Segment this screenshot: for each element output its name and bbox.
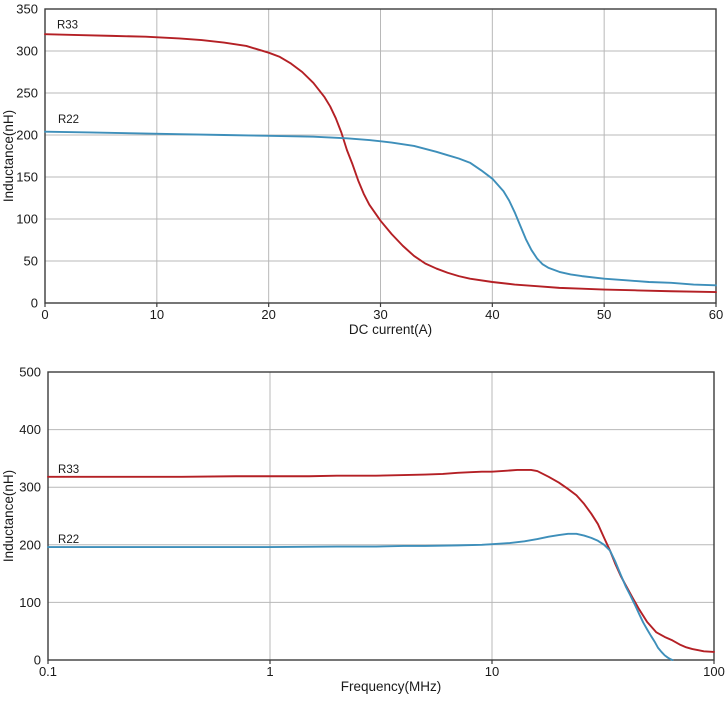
grid [44,8,717,304]
series-line-R33 [44,33,717,294]
y-tick-label: 200 [19,537,41,552]
x-tick-label: 100 [703,664,725,679]
series-line-R22 [44,130,717,287]
x-tick-label: 0.1 [39,664,57,679]
y-tick-label: 0 [31,296,38,311]
y-tick-label: 350 [16,2,38,17]
y-tick-label: 400 [19,422,41,437]
y-tick-label: 250 [16,86,38,101]
x-tick-label: 1 [266,664,273,679]
y-tick-label: 200 [16,128,38,143]
x-tick-label: 10 [485,664,499,679]
series-line-R22 [47,532,674,661]
series-label-R22: R22 [58,114,79,126]
x-axis-title: DC current(A) [349,322,432,337]
y-axis-title: Inductance(nH) [1,470,16,562]
series-label-R22: R22 [58,534,79,546]
grid [47,371,715,661]
x-axis-ticks [47,660,715,664]
series-label-R33: R33 [57,19,78,31]
x-tick-label: 0 [41,307,48,322]
y-tick-label: 300 [19,480,41,495]
y-tick-label: 500 [19,365,41,380]
x-tick-label: 60 [709,307,723,322]
x-tick-label: 30 [373,307,387,322]
y-axis-title: Inductance(nH) [1,110,16,202]
plot-border [47,371,715,661]
x-tick-label: 40 [485,307,499,322]
series-line-R33 [47,468,715,653]
chart-inductance-vs-frequency: 0.1 1 10 100 0 100 200 300 400 500 R33 R22 Frequency… [0,352,728,710]
y-tick-label: 100 [16,212,38,227]
x-tick-label: 10 [150,307,164,322]
frequency-chart-canvas: 0.1 1 10 100 0 100 200 300 400 500 R33 R22 Frequency… [1,365,725,695]
x-axis-title: Frequency(MHz) [341,679,442,694]
y-tick-label: 150 [16,170,38,185]
y-tick-label: 0 [34,653,41,668]
y-tick-label: 50 [24,254,38,269]
series-label-R33: R33 [58,464,79,476]
x-tick-label: 20 [261,307,275,322]
x-axis-ticks [44,303,717,307]
chart-inductance-vs-dc-current: 0 10 20 30 40 50 60 0 50 100 150 200 250 300 350 R33 R22… [0,0,728,352]
dc-current-chart-canvas: 0 10 20 30 40 50 60 0 50 100 150 200 250 300 350 R33 R22… [1,2,723,338]
y-tick-label: 100 [19,595,41,610]
x-tick-label: 50 [597,307,611,322]
y-tick-label: 300 [16,44,38,59]
